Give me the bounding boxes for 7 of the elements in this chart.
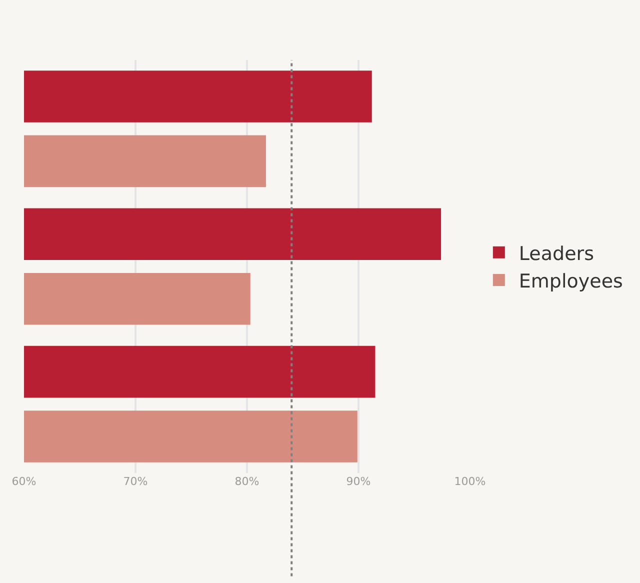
legend-label: Leaders — [518, 242, 594, 265]
x-tick-label: 100% — [454, 475, 486, 488]
x-tick-label: 90% — [346, 475, 371, 488]
x-tick-label: 70% — [123, 475, 148, 488]
legend-label: Employees — [518, 270, 623, 292]
x-tick-label: 80% — [234, 475, 260, 488]
x-tick-label: 60% — [12, 475, 36, 488]
